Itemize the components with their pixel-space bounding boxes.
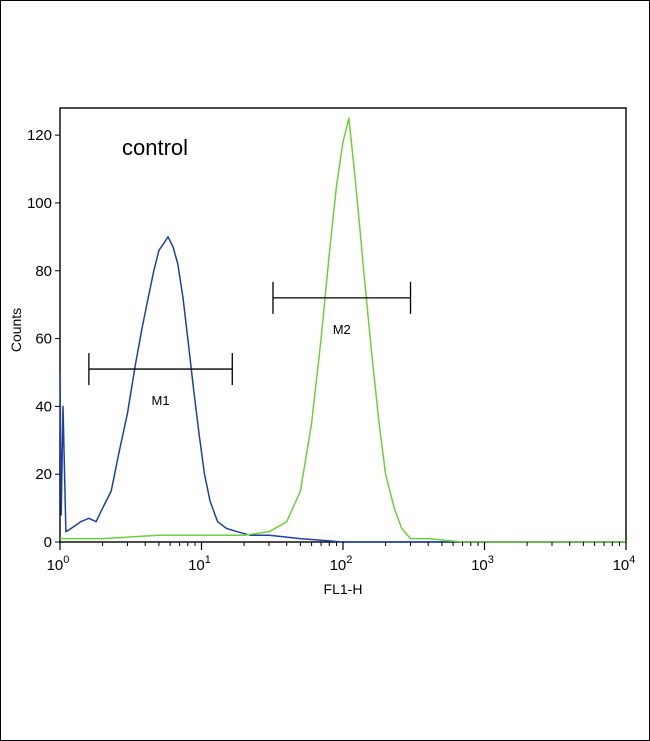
x-tick-label: 102 — [330, 554, 353, 574]
series-line-2 — [60, 117, 626, 543]
y-tick-label: 100 — [27, 195, 52, 212]
y-tick-label: 40 — [35, 398, 52, 415]
gate-marker-label: M1 — [152, 393, 170, 408]
y-tick-label: 120 — [27, 127, 52, 144]
x-tick-label: 100 — [47, 554, 70, 574]
annotation-control: control — [122, 135, 188, 160]
x-tick-label: 104 — [613, 554, 636, 574]
y-tick-label: 0 — [44, 534, 52, 551]
series-line-1 — [59, 236, 626, 543]
x-tick-label: 103 — [471, 554, 494, 574]
x-axis-label: FL1-H — [324, 581, 363, 597]
y-tick-label: 80 — [35, 263, 52, 280]
y-axis-ticks: 0 20 40 60 80 100 120 — [27, 127, 60, 551]
gate-marker-m1: M1 — [88, 353, 233, 408]
gate-marker-m2: M2 — [272, 281, 412, 337]
gate-markers: M1 M2 — [88, 281, 412, 408]
plot-area — [59, 107, 627, 543]
y-axis-label: Counts — [8, 308, 24, 352]
x-axis-ticks: 100 101 102 103 104 — [47, 542, 636, 574]
y-tick-label: 60 — [35, 331, 52, 348]
gate-marker-label: M2 — [333, 322, 351, 337]
x-tick-label: 101 — [188, 554, 211, 574]
y-tick-label: 20 — [35, 466, 52, 483]
series-layer — [59, 117, 626, 543]
